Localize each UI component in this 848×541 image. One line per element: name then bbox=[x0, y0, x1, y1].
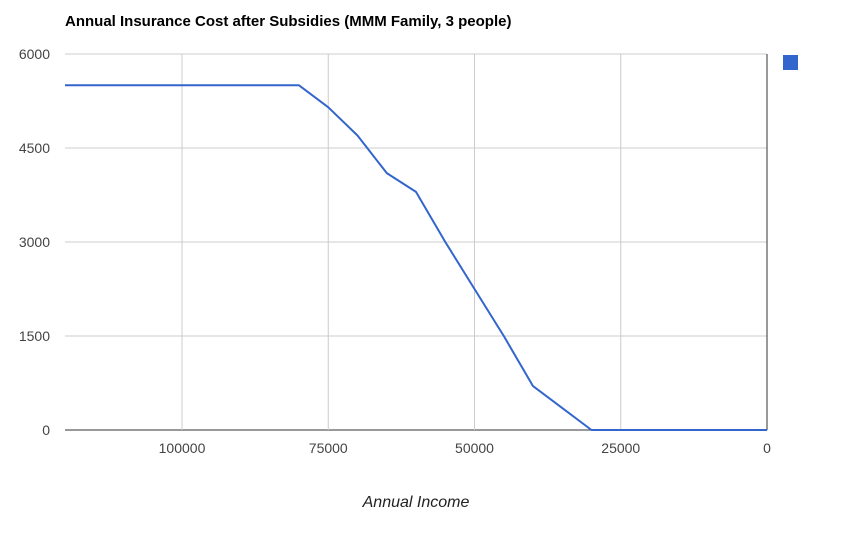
y-tick-label: 3000 bbox=[19, 234, 50, 250]
legend-swatch bbox=[783, 55, 798, 70]
chart-title: Annual Insurance Cost after Subsidies (M… bbox=[65, 13, 512, 30]
x-tick-label: 0 bbox=[763, 440, 771, 456]
x-tick-label: 50000 bbox=[455, 440, 494, 456]
x-tick-label: 25000 bbox=[601, 440, 640, 456]
y-tick-label: 6000 bbox=[19, 46, 50, 62]
x-tick-label: 75000 bbox=[309, 440, 348, 456]
y-tick-label: 1500 bbox=[19, 328, 50, 344]
y-tick-label: 4500 bbox=[19, 140, 50, 156]
x-axis-title: Annual Income bbox=[362, 494, 470, 511]
x-tick-label: 100000 bbox=[159, 440, 206, 456]
y-tick-label: 0 bbox=[42, 422, 50, 438]
series-line bbox=[65, 84, 767, 431]
